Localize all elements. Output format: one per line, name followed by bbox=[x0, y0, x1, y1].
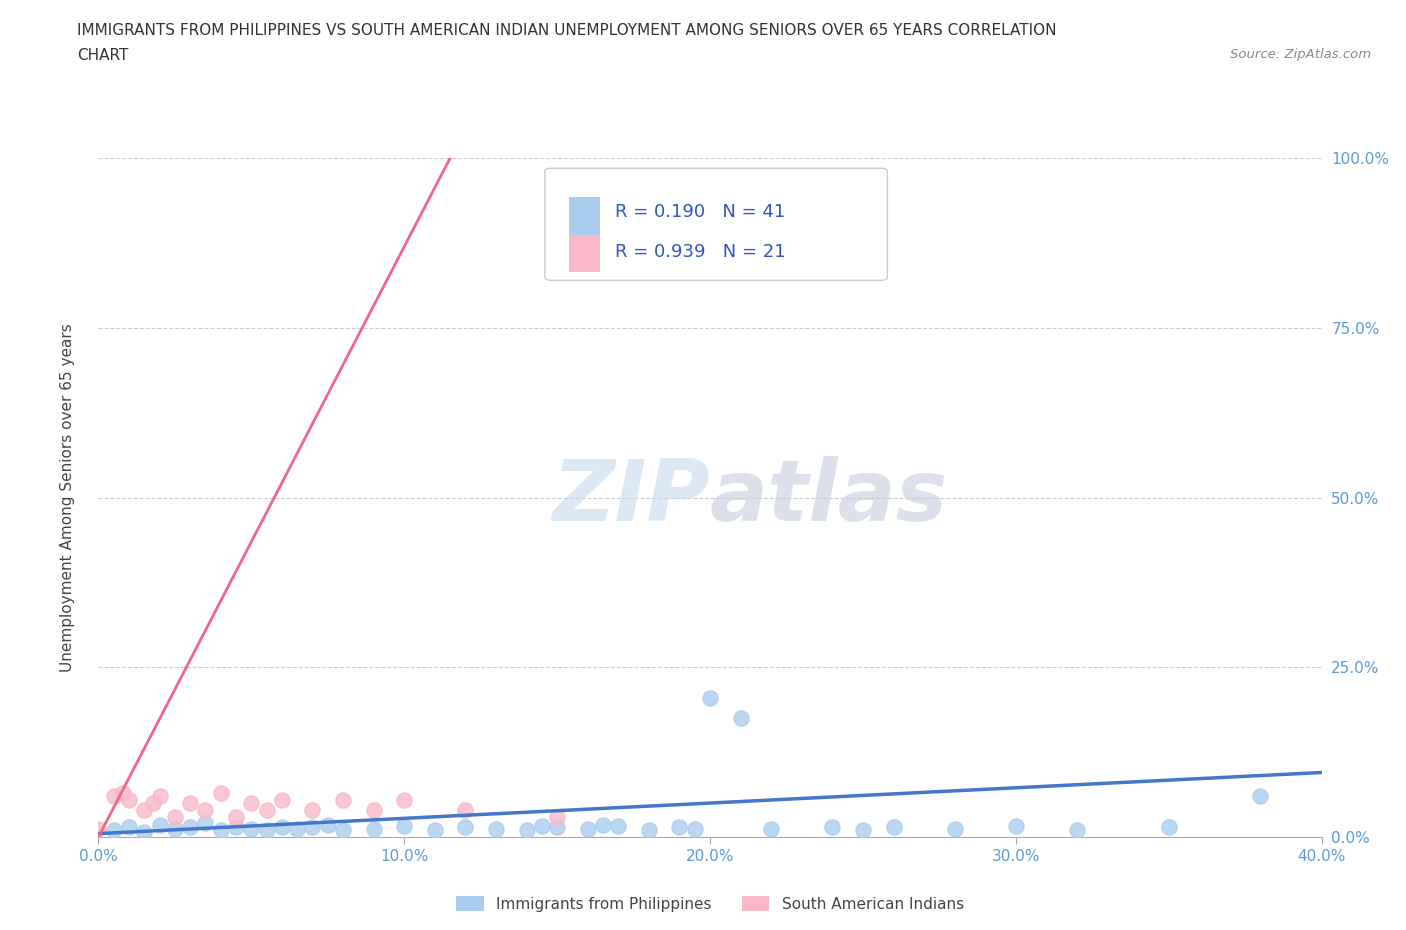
Point bbox=[163, 809, 186, 824]
Point bbox=[852, 823, 875, 838]
Point bbox=[392, 792, 416, 807]
Point bbox=[163, 821, 186, 836]
Point bbox=[118, 792, 141, 807]
Point bbox=[454, 820, 477, 835]
Point bbox=[301, 819, 323, 834]
Point bbox=[454, 803, 477, 817]
Point bbox=[225, 819, 247, 834]
Point bbox=[240, 821, 263, 836]
Text: R = 0.190   N = 41: R = 0.190 N = 41 bbox=[614, 203, 785, 220]
Point bbox=[332, 792, 354, 807]
Text: Source: ZipAtlas.com: Source: ZipAtlas.com bbox=[1230, 48, 1371, 61]
Point bbox=[530, 818, 553, 833]
Point bbox=[209, 786, 232, 801]
Point bbox=[683, 821, 706, 836]
Y-axis label: Unemployment Among Seniors over 65 years: Unemployment Among Seniors over 65 years bbox=[60, 324, 75, 671]
Point bbox=[134, 803, 156, 817]
Point bbox=[759, 821, 782, 836]
Point bbox=[179, 819, 201, 834]
Text: ZIP: ZIP bbox=[553, 456, 710, 539]
Point bbox=[423, 823, 446, 838]
Point bbox=[363, 821, 385, 836]
Point bbox=[637, 823, 661, 838]
Point bbox=[111, 786, 134, 801]
Point bbox=[821, 820, 844, 835]
Point bbox=[546, 809, 568, 824]
Point bbox=[316, 817, 339, 832]
FancyBboxPatch shape bbox=[569, 197, 600, 234]
Text: IMMIGRANTS FROM PHILIPPINES VS SOUTH AMERICAN INDIAN UNEMPLOYMENT AMONG SENIORS : IMMIGRANTS FROM PHILIPPINES VS SOUTH AME… bbox=[77, 23, 1057, 38]
Point bbox=[87, 821, 110, 836]
Legend: Immigrants from Philippines, South American Indians: Immigrants from Philippines, South Ameri… bbox=[450, 889, 970, 918]
Point bbox=[668, 820, 690, 835]
Text: CHART: CHART bbox=[77, 48, 129, 63]
Point bbox=[546, 820, 568, 835]
Point bbox=[103, 789, 125, 804]
Point bbox=[1004, 818, 1026, 833]
Point bbox=[301, 803, 323, 817]
Point bbox=[194, 816, 217, 830]
Point bbox=[149, 789, 172, 804]
Point bbox=[118, 819, 141, 834]
Point bbox=[149, 817, 172, 832]
Point bbox=[576, 821, 599, 836]
Point bbox=[883, 820, 905, 835]
Point bbox=[392, 818, 416, 833]
FancyBboxPatch shape bbox=[569, 235, 600, 272]
Point bbox=[256, 803, 278, 817]
Point bbox=[134, 824, 156, 839]
Point bbox=[943, 821, 966, 836]
Point bbox=[142, 796, 165, 811]
Point bbox=[240, 796, 263, 811]
Point bbox=[607, 818, 630, 833]
Text: R = 0.939   N = 21: R = 0.939 N = 21 bbox=[614, 243, 785, 260]
Point bbox=[363, 803, 385, 817]
Point bbox=[270, 792, 292, 807]
Point bbox=[332, 823, 354, 838]
Point bbox=[1066, 823, 1088, 838]
FancyBboxPatch shape bbox=[546, 168, 887, 280]
Point bbox=[592, 817, 614, 832]
Point bbox=[194, 803, 217, 817]
Point bbox=[285, 821, 308, 836]
Point bbox=[485, 821, 508, 836]
Point bbox=[699, 690, 721, 705]
Point bbox=[1157, 820, 1180, 835]
Point bbox=[209, 823, 232, 838]
Point bbox=[179, 796, 201, 811]
Point bbox=[103, 823, 125, 838]
Point bbox=[730, 711, 752, 725]
Point bbox=[225, 809, 247, 824]
Text: atlas: atlas bbox=[710, 456, 948, 539]
Point bbox=[270, 820, 292, 835]
Point bbox=[1249, 789, 1271, 804]
Point bbox=[256, 823, 278, 838]
Point bbox=[516, 823, 538, 838]
